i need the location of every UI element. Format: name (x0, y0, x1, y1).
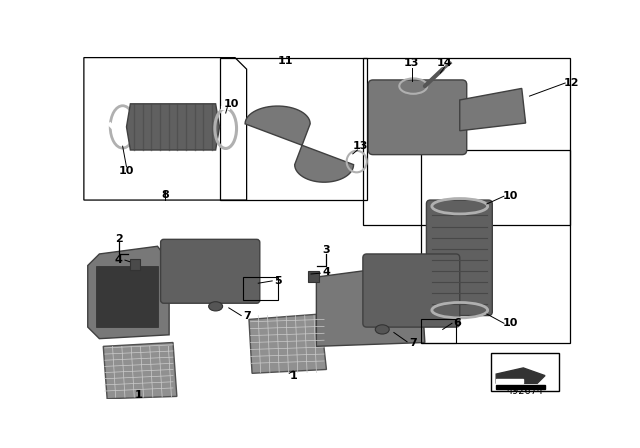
Text: 13: 13 (404, 58, 419, 68)
Text: 4: 4 (323, 267, 330, 277)
Text: 8: 8 (161, 190, 169, 200)
Text: 3: 3 (323, 245, 330, 255)
Text: 1: 1 (134, 390, 142, 400)
Text: 13: 13 (353, 141, 368, 151)
Text: 10: 10 (119, 166, 134, 176)
FancyBboxPatch shape (363, 254, 460, 327)
FancyBboxPatch shape (161, 239, 260, 303)
Ellipse shape (375, 325, 389, 334)
FancyBboxPatch shape (368, 80, 467, 155)
Text: 4: 4 (115, 255, 123, 265)
Polygon shape (245, 106, 353, 182)
Text: 7: 7 (410, 337, 417, 348)
Text: 10: 10 (502, 191, 518, 201)
Polygon shape (316, 269, 425, 346)
Polygon shape (249, 314, 326, 373)
Text: 11: 11 (278, 56, 293, 66)
Polygon shape (496, 368, 545, 383)
Text: 492674: 492674 (506, 386, 543, 396)
Polygon shape (127, 104, 220, 150)
Bar (243, 277, 278, 300)
Bar (308, 271, 319, 282)
Bar (491, 353, 559, 391)
Text: 2: 2 (115, 233, 123, 244)
Ellipse shape (209, 302, 223, 311)
Text: 14: 14 (436, 58, 452, 68)
Polygon shape (496, 385, 545, 389)
Bar (421, 319, 456, 343)
Text: 12: 12 (564, 78, 579, 88)
Text: 6: 6 (454, 318, 461, 328)
Text: 1: 1 (289, 370, 297, 381)
Bar (95, 266, 157, 327)
Polygon shape (103, 343, 177, 399)
Text: 7: 7 (243, 310, 250, 321)
Polygon shape (88, 246, 169, 339)
Polygon shape (460, 88, 525, 131)
Text: 10: 10 (223, 99, 239, 109)
Polygon shape (496, 379, 524, 383)
Text: 5: 5 (274, 276, 282, 286)
Text: 10: 10 (502, 318, 518, 328)
Bar (129, 259, 140, 270)
FancyBboxPatch shape (426, 200, 492, 315)
